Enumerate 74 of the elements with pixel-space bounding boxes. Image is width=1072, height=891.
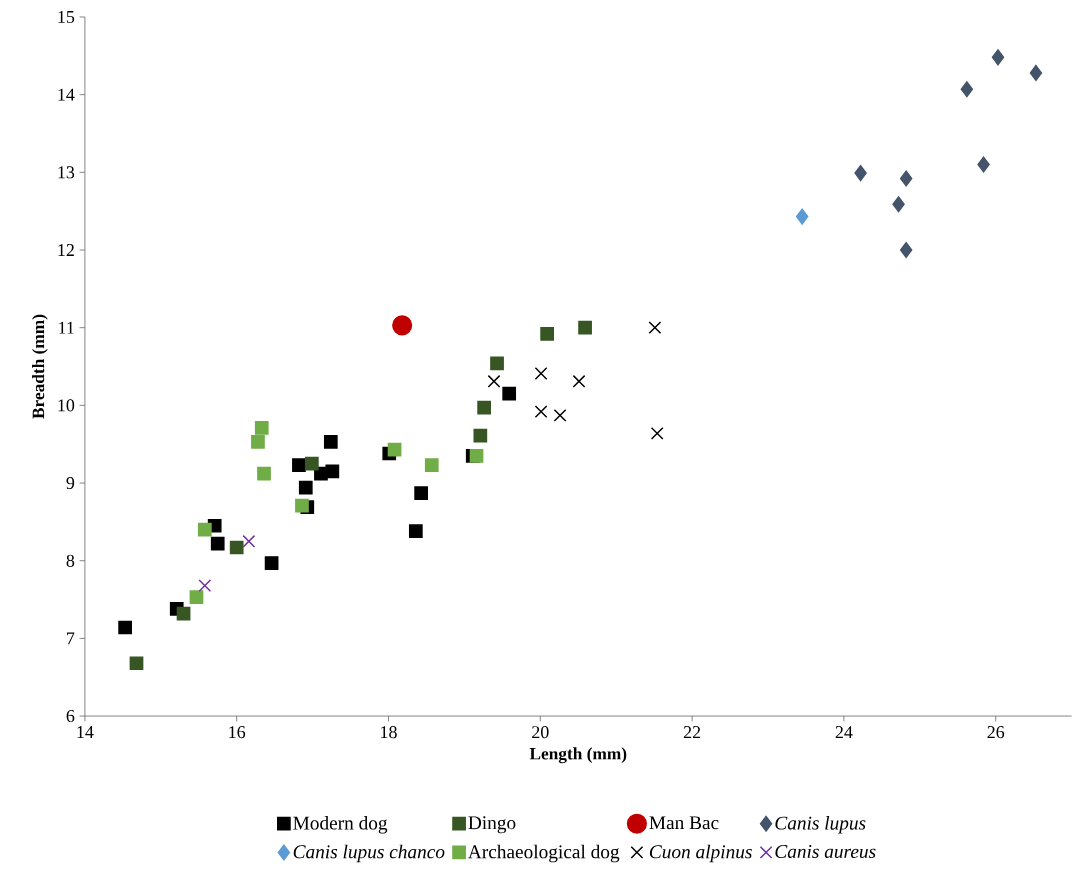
point [304,456,319,471]
x-tick-label: 22 [683,726,701,739]
point [977,156,990,173]
y-axis-title: Breadth (mm) [32,314,48,419]
y-tick-label: 14 [58,88,75,101]
point [176,606,191,621]
point [129,656,144,671]
point [648,321,662,335]
y-tick-label: 7 [67,632,75,645]
point [197,522,212,537]
y-tick-label: 6 [66,710,75,723]
point [477,400,491,415]
point [650,427,664,440]
point [991,49,1005,66]
y-tick-label: 11 [59,321,74,334]
y-tick-label: 15 [58,11,75,24]
point [490,356,504,371]
x-tick-label: 24 [835,726,853,739]
y-tick-label: 12 [58,244,74,257]
point [298,480,313,495]
legend-label: Cuon alpinus [649,844,752,863]
point [257,466,271,481]
point [189,590,204,605]
point [502,386,517,401]
point [251,435,265,449]
point [473,428,488,443]
y-tick-label: 9 [66,477,75,490]
y-tick-label: 10 [58,399,75,412]
x-tick-label: 16 [229,726,246,739]
legend-label: Archaeological dog [468,844,620,863]
point [854,165,867,182]
point [424,458,439,473]
x-axis-title: Length (mm) [529,747,627,764]
point [210,536,225,551]
point [795,208,809,225]
point [892,196,905,213]
point [254,421,269,435]
point [198,579,212,593]
point [572,374,586,388]
point [960,81,974,98]
point [264,556,279,570]
point [534,367,548,380]
point [534,405,548,419]
y-tick-label: 13 [58,166,75,179]
x-tick-label: 26 [987,726,1005,739]
point [553,409,567,422]
point [292,458,306,473]
legend-label: Man Bac [649,816,719,830]
point [325,464,340,479]
point [229,540,244,555]
x-tick-label: 18 [381,726,397,739]
x-tick-label: 14 [77,726,94,739]
legend-label: Dingo [468,816,516,834]
point [540,327,554,341]
y-tick-label: 8 [66,554,75,567]
point [899,170,913,187]
point [118,620,132,635]
point [408,524,423,539]
point [1029,64,1043,82]
x-tick-label: 20 [532,726,549,739]
point [469,449,484,463]
point [578,320,592,335]
legend-label: Canis aureus [775,845,876,859]
point [487,374,501,388]
legend-label: Canis lupus chanco [293,844,445,863]
point [387,442,402,457]
point [323,435,338,449]
legend-label: Modern dog [293,816,388,834]
point [295,498,309,513]
point [242,534,256,548]
legend-label: Canis lupus [775,816,866,834]
point [414,486,428,501]
point [899,242,913,259]
point [392,315,413,336]
